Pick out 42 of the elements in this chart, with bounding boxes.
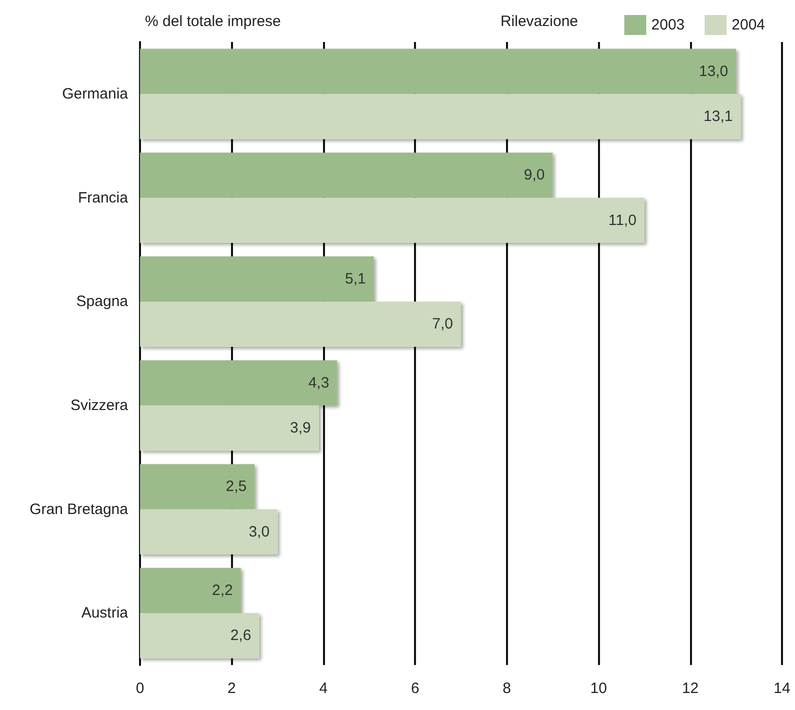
bar	[140, 509, 278, 554]
x-tick-label: 14	[774, 680, 790, 697]
legend-label: 2003	[651, 16, 685, 34]
bar	[140, 360, 338, 406]
bar	[140, 613, 260, 658]
x-tick-label: 12	[682, 680, 699, 697]
data-label: 9,0	[524, 166, 545, 184]
x-tick-label: 4	[319, 680, 328, 697]
y-tick-label: Gran Bretagna	[30, 500, 129, 518]
x-tick-label: 8	[502, 680, 512, 697]
bar	[140, 198, 644, 243]
bar	[140, 302, 461, 347]
bar	[140, 152, 553, 198]
data-label: 3,9	[290, 420, 311, 436]
legend-title: Rilevazione	[500, 13, 578, 30]
data-label: 13,0	[698, 62, 728, 80]
x-tick-label: 10	[590, 680, 607, 697]
data-label: 2,5	[226, 478, 247, 496]
data-label: 11,0	[608, 212, 636, 229]
bar	[140, 256, 374, 302]
data-label: 7,0	[432, 316, 453, 333]
y-tick-label: Germania	[62, 85, 129, 102]
bar	[140, 94, 741, 140]
y-tick-label: Francia	[78, 189, 129, 206]
bar	[140, 464, 255, 510]
x-tick-label: 0	[136, 680, 144, 697]
x-tick-label: 6	[410, 680, 420, 697]
legend-label: 2004	[732, 16, 766, 34]
chart-title: % del totale imprese	[145, 13, 281, 30]
y-tick-label: Austria	[81, 604, 129, 622]
data-label: 4,3	[308, 374, 330, 392]
data-label: 3,0	[248, 523, 270, 540]
bar	[140, 405, 319, 451]
data-label: 13,1	[704, 108, 733, 125]
data-label: 2,6	[230, 627, 252, 644]
bar	[140, 568, 241, 614]
y-tick-label: Spagna	[76, 293, 129, 310]
data-label: 2,2	[212, 582, 233, 599]
bar	[140, 48, 736, 94]
data-label: 5,1	[345, 270, 366, 288]
x-tick-label: 2	[228, 680, 236, 697]
y-tick-label: Svizzera	[70, 396, 129, 414]
